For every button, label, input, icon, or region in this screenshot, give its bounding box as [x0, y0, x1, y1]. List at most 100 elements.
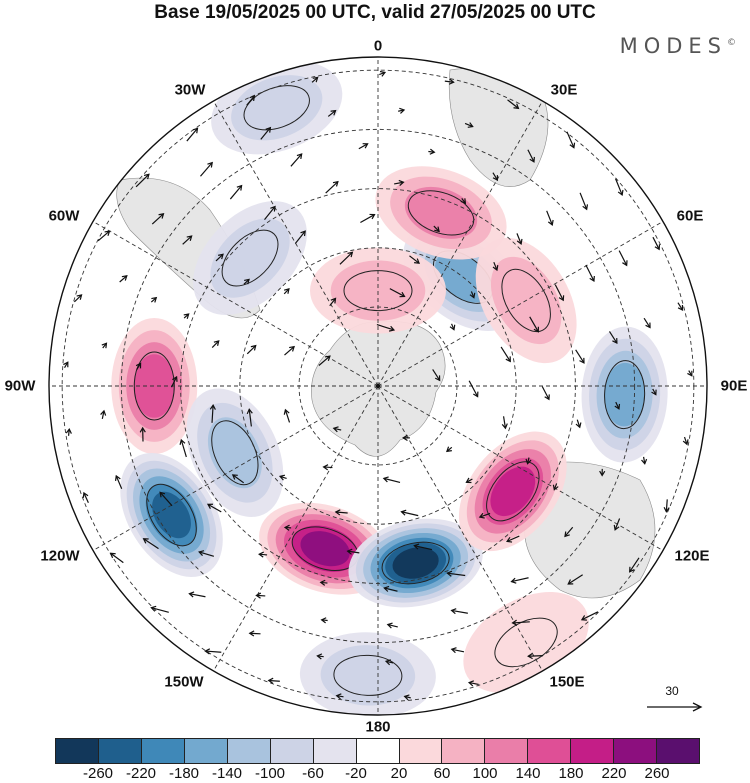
wind-arrow-head	[346, 548, 353, 555]
wind-arrow-head	[206, 503, 213, 510]
colorbar-swatch	[528, 739, 572, 763]
latitude-circle	[239, 247, 517, 525]
wind-arrow-shaft	[260, 127, 271, 140]
wind-arrow-head	[334, 509, 341, 516]
wind-arrow-shaft	[468, 380, 479, 397]
lon-label-180: 180	[365, 718, 391, 736]
wind-arrow-shaft	[384, 587, 398, 592]
wind-arrow-head	[322, 464, 329, 471]
wind-arrow-shaft	[256, 594, 266, 597]
wind-arrow-shaft	[401, 511, 419, 517]
wind-arrow-shaft	[581, 611, 599, 621]
wind-arrow-shaft	[614, 518, 621, 531]
wind-arrow-head	[567, 579, 574, 585]
colorbar-tick-label: 100	[472, 765, 498, 782]
wind-arrow-shaft	[414, 545, 433, 551]
wind-arrow-head	[65, 427, 72, 434]
wind-arrow-head	[575, 422, 582, 429]
colorbar-swatch	[399, 739, 443, 763]
wind-arrow-shaft	[516, 233, 522, 245]
wind-arrow-shaft	[608, 331, 618, 344]
wind-arrow-head	[478, 512, 485, 519]
reference-vector-label: 30	[665, 684, 679, 698]
wind-arrow-shaft	[629, 557, 640, 573]
wind-arrow-shaft	[541, 386, 550, 400]
wind-arrow-head	[446, 446, 452, 453]
wind-arrow-shaft	[387, 623, 398, 628]
wind-arrow-head	[207, 161, 213, 168]
anomaly-band	[152, 491, 191, 539]
colorbar-swatch	[141, 739, 185, 763]
colorbar-tick-label: 220	[601, 765, 627, 782]
wind-arrow-shaft	[170, 376, 178, 388]
wind-arrow-head	[384, 659, 392, 666]
map-disk	[49, 57, 707, 715]
colorbar-swatch	[270, 739, 314, 763]
wind-arrow-head	[529, 156, 535, 163]
wind-arrow-head	[622, 260, 628, 267]
lon-label-90w: 90W	[4, 377, 36, 395]
colorbar-tick-label: -20	[345, 765, 367, 782]
wind-arrow-head	[289, 345, 295, 352]
wind-arrow-shaft	[512, 621, 530, 624]
wind-arrow-shaft	[683, 436, 688, 445]
wind-arrow-shaft	[358, 143, 368, 150]
wind-arrow-shaft	[311, 76, 319, 83]
wind-arrow-head	[558, 295, 565, 302]
colorbar-swatch	[442, 739, 486, 763]
wind-arrow-shaft	[506, 535, 520, 542]
anomaly-contour	[407, 190, 475, 236]
wind-arrow-shaft	[200, 162, 213, 177]
wind-arrow-head	[63, 361, 69, 368]
wind-arrow-shaft	[198, 551, 215, 557]
wind-arrow-shaft	[511, 577, 529, 583]
wind-arrow-head	[330, 297, 337, 304]
wind-arrow-shaft	[433, 225, 440, 232]
wind-arrow-head	[677, 305, 684, 312]
colorbar-swatch	[657, 739, 700, 763]
wind-arrow-shaft	[136, 363, 142, 370]
anomaly-pos-130e	[458, 431, 567, 552]
wind-arrow-shaft	[211, 405, 214, 423]
wind-arrow-shaft	[394, 181, 404, 185]
wind-arrow-head	[449, 324, 456, 331]
wind-arrow-head	[236, 184, 243, 191]
anomaly-pos-20e	[375, 166, 507, 260]
wind-arrow-shaft	[119, 275, 128, 283]
wind-arrow-head	[283, 287, 290, 294]
anomaly-band	[300, 531, 350, 567]
wind-arrow-head	[469, 292, 476, 299]
wind-arrow-shaft	[284, 409, 291, 423]
wind-arrow-head	[383, 585, 390, 592]
wind-arrow-shaft	[615, 401, 620, 410]
wind-arrow-head	[579, 357, 585, 364]
wind-arrow-head	[82, 491, 89, 498]
wind-arrow-head	[265, 126, 272, 133]
wind-arrow-head	[525, 458, 532, 465]
anomaly-band	[330, 260, 426, 321]
wind-arrow-shaft	[451, 648, 465, 653]
wind-arrow-shaft	[325, 181, 339, 194]
wind-arrow-head	[552, 484, 559, 491]
wind-arrow-shaft	[333, 427, 342, 431]
wind-arrow-head	[347, 251, 354, 258]
colorbar-tick-label: 180	[558, 765, 584, 782]
wind-arrow-shaft	[554, 284, 564, 301]
wind-arrow-head	[400, 509, 407, 516]
lon-label-150e: 150E	[549, 673, 585, 691]
meridian-line	[377, 212, 678, 387]
colorbar-tick-label: 60	[433, 765, 451, 782]
wind-arrow-head	[382, 476, 389, 483]
wind-arrow-shaft	[115, 475, 123, 489]
wind-arrow-head	[516, 238, 523, 245]
wind-arrow-head	[101, 342, 108, 349]
wind-arrow-head	[467, 122, 474, 128]
wind-arrow-head	[192, 127, 199, 134]
wind-arrow-head	[250, 344, 257, 351]
wind-arrow-head	[283, 524, 290, 531]
wind-arrow-head	[505, 356, 511, 363]
anomaly-band	[207, 417, 262, 489]
wind-arrow-shaft	[507, 99, 519, 109]
colorbar-tick-label: 140	[515, 765, 541, 782]
colorbar	[55, 738, 700, 764]
